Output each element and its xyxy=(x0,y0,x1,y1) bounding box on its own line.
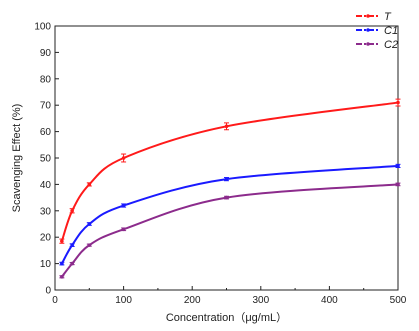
series-line-c2 xyxy=(61,183,399,278)
y-tick-label: 0 xyxy=(45,286,51,297)
y-tick-label: 40 xyxy=(40,180,52,191)
y-tick-label: 50 xyxy=(40,154,52,165)
data-point-c2 xyxy=(60,275,64,279)
legend-label-c2: C2 xyxy=(384,39,398,51)
series-line-t xyxy=(60,101,399,242)
legend-label-t: T xyxy=(384,11,392,23)
axes xyxy=(54,25,399,291)
data-point-t xyxy=(60,239,64,243)
x-tick-label: 0 xyxy=(52,295,58,306)
y-tick-label: 20 xyxy=(40,233,52,244)
x-tick-label: 500 xyxy=(390,295,407,306)
data-point-c1 xyxy=(87,222,92,226)
x-tick-label: 200 xyxy=(184,295,201,306)
data-point-t xyxy=(70,209,74,213)
series-layer xyxy=(59,98,401,279)
y-tick-label: 80 xyxy=(40,74,52,85)
legend: T C1 C2 xyxy=(356,11,398,51)
data-point-c2 xyxy=(87,243,92,247)
data-point-c1 xyxy=(121,203,126,208)
data-point-t xyxy=(121,156,126,160)
y-tick-label: 60 xyxy=(40,127,52,138)
data-point-c2 xyxy=(396,182,400,187)
data-point-c1 xyxy=(396,164,400,168)
tick-marks: 0 10 20 30 40 50 60 70 80 90 100 0 100 200 300 400 500 xyxy=(34,22,406,307)
x-tick-label: 100 xyxy=(115,295,132,306)
y-tick-label: 30 xyxy=(40,206,52,217)
y-tick-label: 70 xyxy=(40,101,52,112)
data-point-c1 xyxy=(224,177,229,181)
y-tick-label: 10 xyxy=(40,259,52,270)
legend-marker-c1 xyxy=(366,28,370,32)
data-point-c2 xyxy=(224,195,229,200)
data-point-t xyxy=(87,182,92,187)
plot-frame xyxy=(54,25,399,291)
data-point-t xyxy=(224,124,229,129)
data-point-c2 xyxy=(70,261,74,266)
legend-marker-t xyxy=(366,14,370,18)
x-tick-label: 300 xyxy=(252,295,269,306)
legend-marker-c2 xyxy=(366,42,370,46)
y-axis-label: Scavenging Effect (%) xyxy=(11,104,23,213)
series-line-c1 xyxy=(60,164,399,265)
data-point-c1 xyxy=(60,261,64,266)
y-tick-label: 90 xyxy=(40,48,52,59)
data-point-t xyxy=(396,100,400,105)
legend-label-c1: C1 xyxy=(384,25,398,37)
x-tick-label: 400 xyxy=(321,295,338,306)
y-tick-label: 100 xyxy=(34,22,51,33)
x-axis-label: Concentration（μg/mL） xyxy=(166,311,287,324)
data-point-c2 xyxy=(121,227,126,232)
data-point-c1 xyxy=(70,243,74,247)
